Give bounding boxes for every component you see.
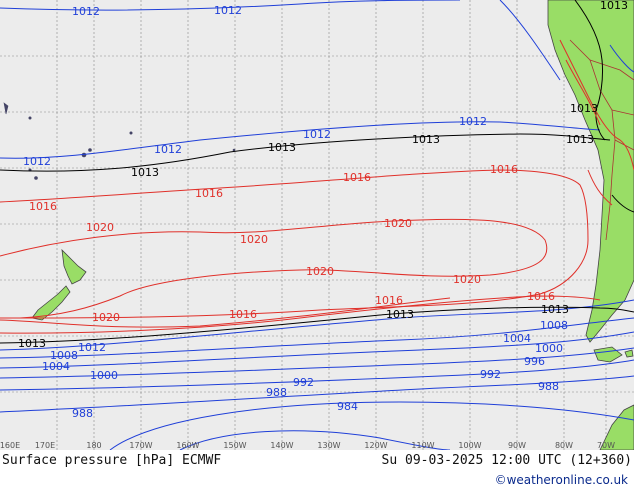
isobar-label: 1012 [303, 128, 331, 141]
longitude-tick-label: 70W [597, 441, 615, 450]
falkland-islands [624, 349, 634, 358]
isobar-label: 1004 [503, 332, 531, 345]
longitude-tick-label: 160E [0, 441, 20, 450]
isobars-low [0, 0, 634, 450]
isobar-label: 992 [293, 376, 314, 389]
isobar-label: 1012 [214, 4, 242, 17]
isobar-label: 1016 [29, 200, 57, 213]
isobar-label: 1013 [566, 133, 594, 146]
isobar-label: 1013 [131, 166, 159, 179]
isobar-label: 1012 [72, 5, 100, 18]
isobar-label: 1020 [86, 221, 114, 234]
pacific-islands [3, 102, 236, 180]
longitude-tick-label: 80W [555, 441, 573, 450]
isobar-label: 1013 [268, 141, 296, 154]
map-title: Surface pressure [hPa] ECMWF [2, 453, 222, 468]
isobar-label: 1016 [195, 187, 223, 200]
longitude-tick-label: 90W [508, 441, 526, 450]
valid-time: Su 09-03-2025 12:00 UTC (12+360) [381, 453, 632, 468]
isobar-label: 1020 [240, 233, 268, 246]
isobar-label: 1016 [375, 294, 403, 307]
isobar-label: 1013 [570, 102, 598, 115]
isobar-label: 988 [266, 386, 287, 399]
isobar-label: 988 [72, 407, 93, 420]
isobars-1013 [0, 0, 634, 344]
isobars-high [0, 39, 634, 334]
site-credit[interactable]: ©weatheronline.co.uk [494, 473, 628, 487]
isobar-label: 1020 [306, 265, 334, 278]
longitude-tick-label: 170W [129, 441, 152, 450]
pressure-map: 160E 170E 180 170W 160W 150W 140W 130W 120W 110W 1… [0, 0, 634, 450]
isobar-label: 1016 [229, 308, 257, 321]
isobar-label: 1000 [535, 342, 563, 355]
isobar-label: 1013 [600, 0, 628, 12]
map-caption: Surface pressure [hPa] ECMWF Su 09-03-20… [0, 452, 634, 472]
south-america-land [547, 0, 634, 343]
isobar-label: 1020 [384, 217, 412, 230]
longitude-tick-label: 100W [458, 441, 481, 450]
isobar-label: 988 [538, 380, 559, 393]
isobar-label: 1012 [23, 155, 51, 168]
isobar-label: 992 [480, 368, 501, 381]
isobar-label: 1013 [412, 133, 440, 146]
isobar-label: 1008 [50, 349, 78, 362]
antarctic-peninsula [599, 404, 634, 450]
longitude-tick-label: 170E [35, 441, 55, 450]
longitude-tick-label: 110W [411, 441, 434, 450]
new-zealand-north-island [61, 248, 87, 285]
isobar-label: 1004 [42, 360, 70, 373]
new-zealand-south-island [31, 285, 71, 321]
isobar-label: 1020 [92, 311, 120, 324]
longitude-ticks: 160E 170E 180 170W 160W 150W 140W 130W 120W 110W 1… [0, 441, 615, 450]
isobar-label: 1013 [541, 303, 569, 316]
isobar-label: 1012 [78, 341, 106, 354]
isobar-label: 1020 [453, 273, 481, 286]
isobar-label: 1013 [386, 308, 414, 321]
isobar-label: 1012 [154, 143, 182, 156]
isobar-label: 1008 [540, 319, 568, 332]
isobar-labels: 1012 1012 1012 1012 1012 1012 1012 1013 … [18, 0, 628, 420]
isobar-label: 1012 [459, 115, 487, 128]
isobar-label: 996 [524, 355, 545, 368]
longitude-tick-label: 150W [223, 441, 246, 450]
longitude-tick-label: 180 [86, 441, 101, 450]
isobar-label: 1016 [527, 290, 555, 303]
longitude-tick-label: 120W [364, 441, 387, 450]
isobar-label: 1000 [90, 369, 118, 382]
isobar-label: 1016 [490, 163, 518, 176]
longitude-tick-label: 140W [270, 441, 293, 450]
longitude-tick-label: 130W [317, 441, 340, 450]
isobar-label: 1013 [18, 337, 46, 350]
longitude-tick-label: 160W [176, 441, 199, 450]
isobar-label: 984 [337, 400, 358, 413]
isobar-label: 1016 [343, 171, 371, 184]
